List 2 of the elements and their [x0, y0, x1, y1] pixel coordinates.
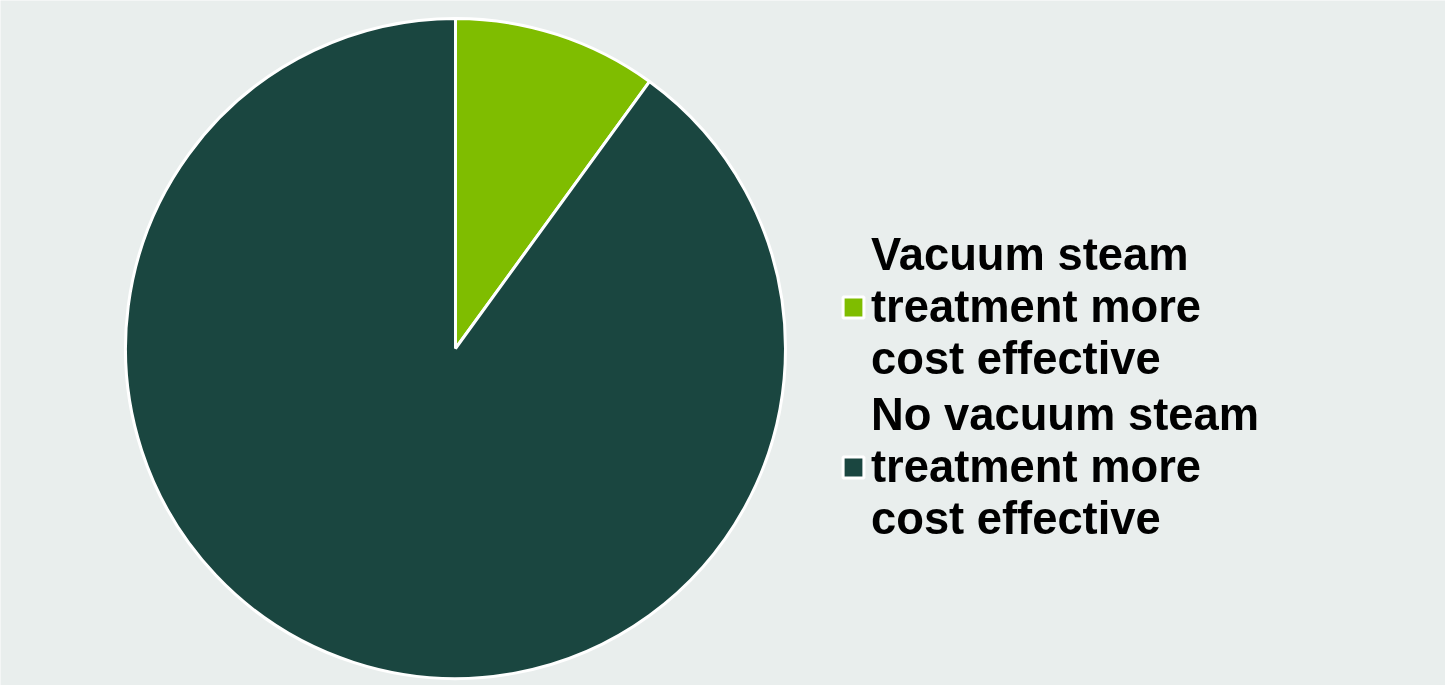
legend-label: No vacuum steam treatment more cost effective	[871, 389, 1259, 545]
legend-label: Vacuum steam treatment more cost effective	[871, 229, 1201, 385]
